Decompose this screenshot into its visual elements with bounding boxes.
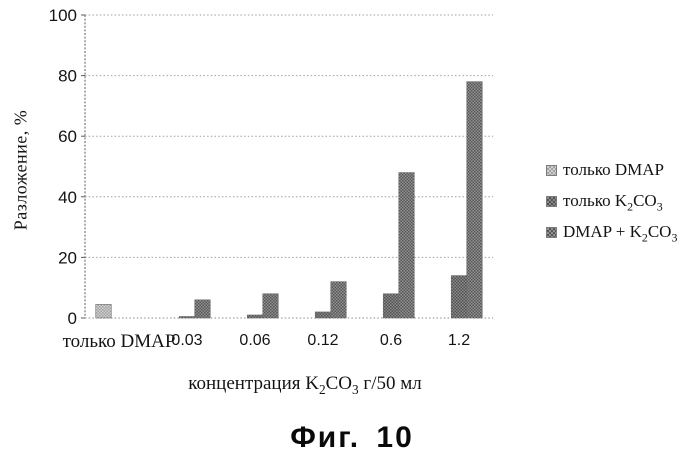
- legend-label-only-dmap: только DMAP: [563, 160, 664, 179]
- bar-series1-cat1: [178, 316, 196, 319]
- legend-item-only-dmap: только DMAP: [546, 160, 677, 180]
- figure-caption: Фиг. 10: [290, 421, 414, 454]
- x-category-label: только DMAP: [63, 331, 176, 352]
- legend-swatch-only-dmap-icon: [546, 164, 557, 176]
- legend-item-only-k2co3: только K2CO3: [546, 191, 677, 214]
- x-category-label: 0.6: [380, 332, 402, 349]
- legend: только DMAP только K2CO3 DMAP + K2CO3: [546, 160, 678, 245]
- bar-series2-cat1: [194, 299, 211, 319]
- legend-label-only-k2co3: только K2CO3: [563, 191, 663, 214]
- bar-series0-cat0: [95, 304, 112, 319]
- bar-series1-cat4: [382, 293, 400, 319]
- y-tick-label: 60: [58, 127, 77, 146]
- x-category-label: 1.2: [448, 332, 470, 349]
- legend-item-dmap-plus-k2co3: DMAP + K2CO3: [546, 222, 678, 245]
- x-category-label: 0.03: [171, 332, 202, 349]
- y-tick-label: 40: [58, 188, 77, 207]
- bar-series1-cat2: [246, 314, 264, 319]
- y-tick-label: 20: [58, 248, 77, 267]
- bar-series2-cat3: [330, 281, 347, 319]
- legend-swatch-only-k2co3-icon: [546, 195, 557, 207]
- legend-label-dmap-plus-k2co3: DMAP + K2CO3: [563, 222, 678, 245]
- bar-series1-cat5: [450, 275, 468, 319]
- y-tick-label: 100: [49, 6, 77, 25]
- bar-series2-cat4: [398, 172, 415, 319]
- y-tick-label: 0: [68, 309, 77, 328]
- x-axis-title: концентрация K2CO3 г/50 мл: [188, 373, 422, 397]
- y-tick-label: 80: [58, 67, 77, 86]
- x-category-label: 0.12: [307, 332, 338, 349]
- x-category-label: 0.06: [239, 332, 270, 349]
- bar-series2-cat5: [466, 81, 483, 319]
- bar-series2-cat2: [262, 293, 279, 319]
- bar-series1-cat3: [314, 311, 332, 319]
- legend-swatch-dmap-plus-k2co3-icon: [546, 226, 557, 238]
